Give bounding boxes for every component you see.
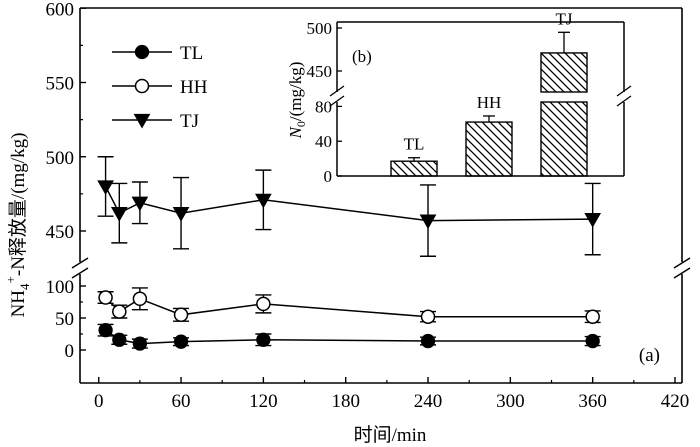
legend-marker-hh xyxy=(134,78,150,94)
inset-y-tick-label: 450 xyxy=(307,62,333,81)
inset-axis-break-left xyxy=(329,85,345,97)
y-tick-label: 500 xyxy=(46,148,75,169)
axis-break-right xyxy=(673,257,691,269)
panel-label-a: (a) xyxy=(639,345,660,366)
data-point-tl xyxy=(132,336,148,351)
x-tick-label: 240 xyxy=(414,391,443,412)
data-point-hh xyxy=(420,309,436,324)
panel-b-inset: 450 500 0 40 80 TL HH TJ (b) N0/(mg/kg) xyxy=(286,9,632,186)
data-point-tl xyxy=(173,334,189,349)
inset-y-tick-label: 500 xyxy=(307,19,333,38)
panel-label-b: (b) xyxy=(352,47,372,66)
axis-break-right xyxy=(673,267,691,279)
legend: TL HH TJ xyxy=(112,43,208,132)
x-tick-label: 300 xyxy=(496,391,525,412)
legend-marker-tj xyxy=(133,113,151,129)
axis-break-left xyxy=(71,267,89,279)
data-point-tl xyxy=(585,333,600,349)
data-point-hh xyxy=(585,309,600,324)
data-point-tl xyxy=(256,332,271,347)
bar-label-tj: TJ xyxy=(556,9,573,28)
bar-label-tl: TL xyxy=(404,135,425,154)
y-axis-label: NH4+-N释放量/(mg/kg) xyxy=(3,133,32,318)
legend-marker-tl xyxy=(134,44,150,60)
data-point-hh xyxy=(173,307,189,323)
data-point-tj xyxy=(172,207,190,222)
inset-y-tick-label: 80 xyxy=(315,97,332,116)
y-tick-label: 0 xyxy=(65,341,75,362)
x-tick-label: 60 xyxy=(172,391,191,412)
legend-label-tj: TJ xyxy=(180,111,199,132)
inset-axis-break-left xyxy=(329,95,345,107)
legend-label-hh: HH xyxy=(180,77,208,98)
legend-label-tl: TL xyxy=(180,43,203,64)
panel-a: 0 60 120 180 240 300 360 420 450 500 550 600 0 50 100 (… xyxy=(46,0,691,412)
y-tick-label: 50 xyxy=(55,309,74,330)
x-tick-label: 120 xyxy=(249,391,278,412)
bar-tl xyxy=(390,160,438,177)
x-tick-label: 180 xyxy=(331,391,360,412)
data-point-tl xyxy=(112,332,127,347)
data-point-hh xyxy=(256,296,271,312)
data-point-tj xyxy=(584,212,602,228)
data-point-tj xyxy=(110,207,128,222)
data-point-tj xyxy=(97,180,114,195)
x-tick-label: 420 xyxy=(661,391,690,412)
data-point-tj xyxy=(255,193,272,209)
data-point-hh xyxy=(112,304,127,319)
axis-break-left xyxy=(71,257,89,269)
bar-tj-lower xyxy=(540,101,588,177)
inset-y-tick-label: 40 xyxy=(315,132,332,151)
x-tick-label: 360 xyxy=(578,391,607,412)
x-tick-label: 0 xyxy=(94,391,104,412)
y-tick-label: 450 xyxy=(46,222,75,243)
inset-y-axis-label: N0/(mg/kg) xyxy=(286,62,308,140)
data-point-tj xyxy=(131,196,149,212)
data-point-hh xyxy=(98,290,113,305)
bar-tj-upper xyxy=(540,52,588,93)
inset-axis-break-right xyxy=(616,95,632,107)
y-tick-label: 550 xyxy=(46,74,75,95)
inset-axis-break-right xyxy=(616,85,632,97)
y-tick-label: 100 xyxy=(46,277,75,298)
x-axis-label: 时间/min xyxy=(354,424,427,446)
data-point-tj xyxy=(419,214,437,230)
data-point-hh xyxy=(132,291,148,307)
data-point-tl xyxy=(420,333,436,349)
inset-y-tick-label: 0 xyxy=(324,167,333,186)
bar-hh xyxy=(465,121,513,177)
y-tick-label: 600 xyxy=(46,0,75,20)
data-point-tl xyxy=(98,323,113,338)
bar-label-hh: HH xyxy=(477,93,502,112)
